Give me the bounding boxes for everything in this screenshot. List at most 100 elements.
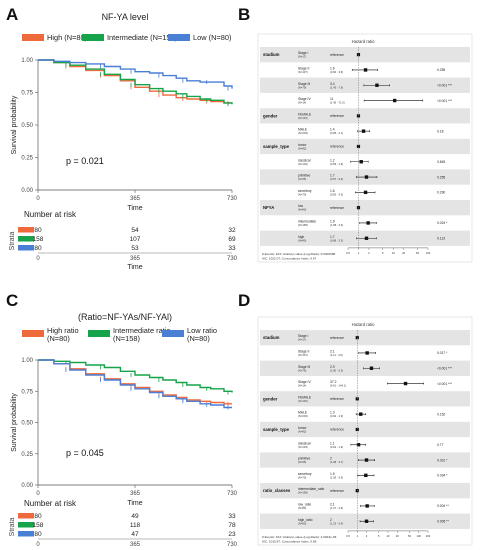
legend-label: Intermediate (N=158) — [107, 33, 177, 42]
survival-curve-2 — [38, 59, 233, 105]
x-tick-label: 730 — [227, 196, 238, 202]
forest-x-tick-label: 20 — [402, 251, 405, 255]
forest-n-label: (N=103) — [298, 162, 308, 166]
survival-curve-2 — [38, 359, 233, 393]
forest-reference-label: reference — [330, 206, 344, 210]
forest-hr-point — [366, 221, 370, 225]
survival-curve-1 — [38, 359, 232, 405]
forest-x-tick-label: 200 — [426, 534, 431, 538]
forest-hr-point — [361, 129, 366, 133]
forest-x-tick-label: 1 — [358, 251, 360, 255]
y-tick-label: 0.75 — [21, 389, 33, 395]
y-axis-label: Survival probability — [11, 393, 18, 452]
forest-p-value: 0.255 — [437, 68, 445, 72]
forest-n-label: (N=79) — [298, 85, 306, 89]
forest-ci-text: (1.11 - 4.0) — [330, 353, 343, 357]
forest-title: Hazard ratio — [352, 39, 375, 44]
legend-swatch — [162, 330, 184, 337]
forest-variable-label: gender — [263, 396, 278, 401]
forest-n-label: (N=82) — [298, 146, 306, 150]
forest-hr-point — [392, 98, 397, 103]
risk-count: 49 — [131, 513, 139, 520]
forest-ci-text: (1.27 - 3.6) — [330, 506, 343, 510]
forest-variable-label: gender — [263, 113, 278, 118]
forest-x-tick-label: 0.5 — [346, 534, 350, 538]
forest-hr-value: 11 — [330, 97, 334, 101]
survival-curve-3 — [38, 59, 233, 89]
forest-hr-point — [356, 443, 361, 447]
forest-hr-value: 2.9 — [330, 365, 335, 369]
y-tick-label: 0.00 — [21, 188, 33, 194]
forest-hr-value: 1.3 — [330, 411, 335, 415]
forest-hr-value: 1.1 — [330, 441, 335, 445]
strata-label: Strata — [9, 232, 16, 251]
y-tick-label: 0.25 — [21, 156, 33, 162]
forest-level-label: secretory — [298, 472, 312, 476]
forest-level-label: Stage III — [298, 365, 310, 369]
x-axis-label: Time — [127, 205, 142, 212]
forest-x-tick-label: 2 — [366, 534, 368, 538]
forest-row-band — [260, 47, 470, 63]
risk-count: 53 — [131, 245, 139, 252]
forest-ci-text: (0.95 - 2.1) — [330, 131, 343, 135]
forest-ci-text: (0.87 - 3.4) — [330, 177, 343, 181]
forest-ci-text: (1.60 - 5.3) — [330, 368, 343, 372]
forest-level-label: primitive — [298, 174, 310, 178]
risk-count: 80 — [34, 531, 42, 538]
forest-row-band — [260, 330, 470, 346]
forest-footer-text: # Events: 103; Global p-value (Log-Rank)… — [262, 535, 337, 539]
forest-n-label: (N=137) — [298, 70, 308, 74]
forest-x-tick-label: 2 — [368, 251, 370, 255]
forest-level-label: classical — [298, 441, 311, 445]
forest-reference-label: reference — [330, 145, 344, 149]
risk-table-title: Number at risk — [24, 499, 77, 508]
forest-hr-point — [364, 519, 369, 523]
forest-reference-label: reference — [330, 397, 344, 401]
forest-p-value: <0.001 *** — [437, 83, 453, 87]
forest-footer-text: AIC: 1022.07; Concordance Index: 0.67 — [262, 257, 317, 261]
forest-level-label: Stage II — [298, 349, 309, 353]
forest-n-label: (N=80) — [298, 521, 306, 525]
risk-time-label: 0 — [36, 256, 40, 262]
forest-p-value: <0.001 *** — [437, 99, 453, 103]
forest-level-label: tumor — [298, 143, 307, 147]
forest-ci-text: (1.43 - 7.9) — [330, 85, 343, 89]
panel-label-c: C — [6, 291, 18, 310]
forest-reference-point — [356, 144, 361, 149]
y-tick-label: 0.50 — [21, 421, 33, 427]
risk-row-swatch — [18, 245, 34, 251]
y-tick-label: 0.00 — [21, 483, 33, 489]
risk-table-title: Number at risk — [24, 210, 77, 219]
risk-time-label: 0 — [36, 542, 40, 548]
forest-n-label: (N=203) — [298, 131, 308, 135]
forest-n-label: (N=17) — [298, 55, 306, 59]
legend-label: High (N=80) — [47, 33, 87, 42]
forest-hr-point — [364, 236, 369, 240]
y-tick-label: 1.00 — [21, 58, 33, 64]
forest-hr-value: 2.1 — [330, 502, 335, 506]
risk-row-swatch — [18, 531, 34, 537]
forest-n-label: (N=203) — [298, 414, 308, 418]
forest-hr-value: 2 — [330, 518, 332, 522]
risk-count: 158 — [33, 236, 44, 243]
forest-ci-text: (9.61 - 144.1) — [330, 384, 346, 388]
forest-variable-label: stadium — [263, 335, 280, 340]
forest-x-tick-label: 100 — [417, 534, 422, 538]
forest-n-label: (N=158) — [298, 491, 308, 495]
forest-reference-label: reference — [330, 428, 344, 432]
forest-ci-text: (0.92 - 1.9) — [330, 414, 343, 418]
forest-n-label: (N=79) — [298, 368, 306, 372]
forest-x-tick-label: 5 — [378, 534, 380, 538]
forest-footer-text: AIC: 1015.87; Concordance Index: 0.68 — [262, 540, 317, 544]
forest-hr-point — [403, 381, 408, 386]
forest-n-label: (N=70) — [298, 475, 306, 479]
forest-n-label: (N=65) — [298, 177, 306, 181]
panel-label-d: D — [238, 291, 250, 310]
forest-level-label: intermediate — [298, 219, 316, 223]
forest-p-value: 0.017 * — [437, 351, 448, 355]
risk-time-label: 365 — [130, 542, 141, 548]
x-tick-label: 0 — [36, 196, 40, 202]
legend-swatch — [82, 34, 104, 41]
forest-level-label: classical — [298, 158, 311, 162]
x-axis-label: Time — [127, 500, 142, 507]
